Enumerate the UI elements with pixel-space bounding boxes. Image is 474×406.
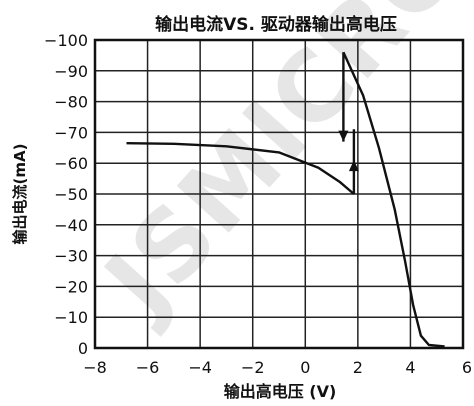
x-tick-label: −2 xyxy=(241,358,265,377)
x-tick-label: 0 xyxy=(300,358,310,377)
y-tick-label: −30 xyxy=(54,247,88,266)
chart-title: 输出电流VS. 驱动器输出高电压 xyxy=(155,14,397,35)
x-tick-label: 4 xyxy=(405,358,415,377)
y-tick-label: −10 xyxy=(54,308,88,327)
grid xyxy=(94,39,464,349)
y-tick-label: −20 xyxy=(54,277,88,296)
y-tick-label: −70 xyxy=(54,123,88,142)
arrow-up xyxy=(348,160,359,172)
y-tick-label: −90 xyxy=(54,62,88,81)
x-tick-label: −8 xyxy=(83,358,107,377)
y-tick-labels: −100−90−80−70−60−50−40−30−20−100 xyxy=(44,31,88,358)
arrows xyxy=(338,130,359,172)
curve-segment-0-0 xyxy=(126,142,355,195)
watermark: JSMICRO xyxy=(80,0,474,340)
y-tick-label: −80 xyxy=(54,93,88,112)
y-axis-label: 输出电流(mA) xyxy=(11,144,29,245)
y-tick-label: −50 xyxy=(54,185,88,204)
curve-segment-0-2 xyxy=(342,51,445,348)
x-axis-label: 输出高电压 (V) xyxy=(224,382,337,401)
y-tick-label: −60 xyxy=(54,154,88,173)
x-tick-label: −4 xyxy=(188,358,212,377)
y-tick-label: −40 xyxy=(54,216,88,235)
plot-frame xyxy=(93,38,465,350)
y-tick-label: −100 xyxy=(44,31,88,50)
x-tick-label: −6 xyxy=(136,358,160,377)
arrow-down xyxy=(338,130,349,142)
y-tick-label: 0 xyxy=(78,339,88,358)
x-tick-label: 6 xyxy=(462,358,472,377)
x-tick-labels: −8 −6 −4 −2 0 2 4 6 xyxy=(83,358,472,377)
x-tick-label: 2 xyxy=(353,358,363,377)
